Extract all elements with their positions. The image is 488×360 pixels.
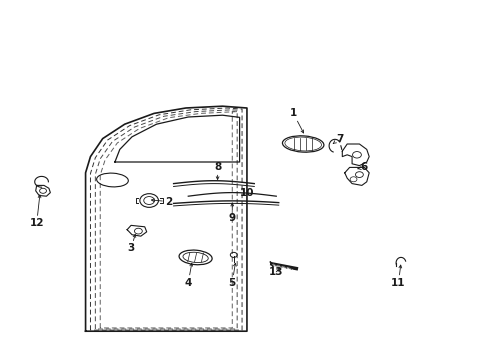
Text: 13: 13 bbox=[268, 267, 283, 277]
Text: 1: 1 bbox=[289, 108, 303, 133]
Text: 11: 11 bbox=[390, 265, 405, 288]
Text: 7: 7 bbox=[332, 134, 343, 144]
Text: 9: 9 bbox=[228, 203, 235, 223]
Text: 8: 8 bbox=[214, 162, 221, 180]
Text: 12: 12 bbox=[29, 195, 44, 228]
Text: 6: 6 bbox=[357, 162, 367, 172]
Text: 2: 2 bbox=[151, 197, 172, 207]
Text: 5: 5 bbox=[228, 263, 236, 288]
Text: 3: 3 bbox=[127, 234, 136, 253]
Text: 4: 4 bbox=[184, 263, 192, 288]
Text: 10: 10 bbox=[239, 188, 254, 198]
